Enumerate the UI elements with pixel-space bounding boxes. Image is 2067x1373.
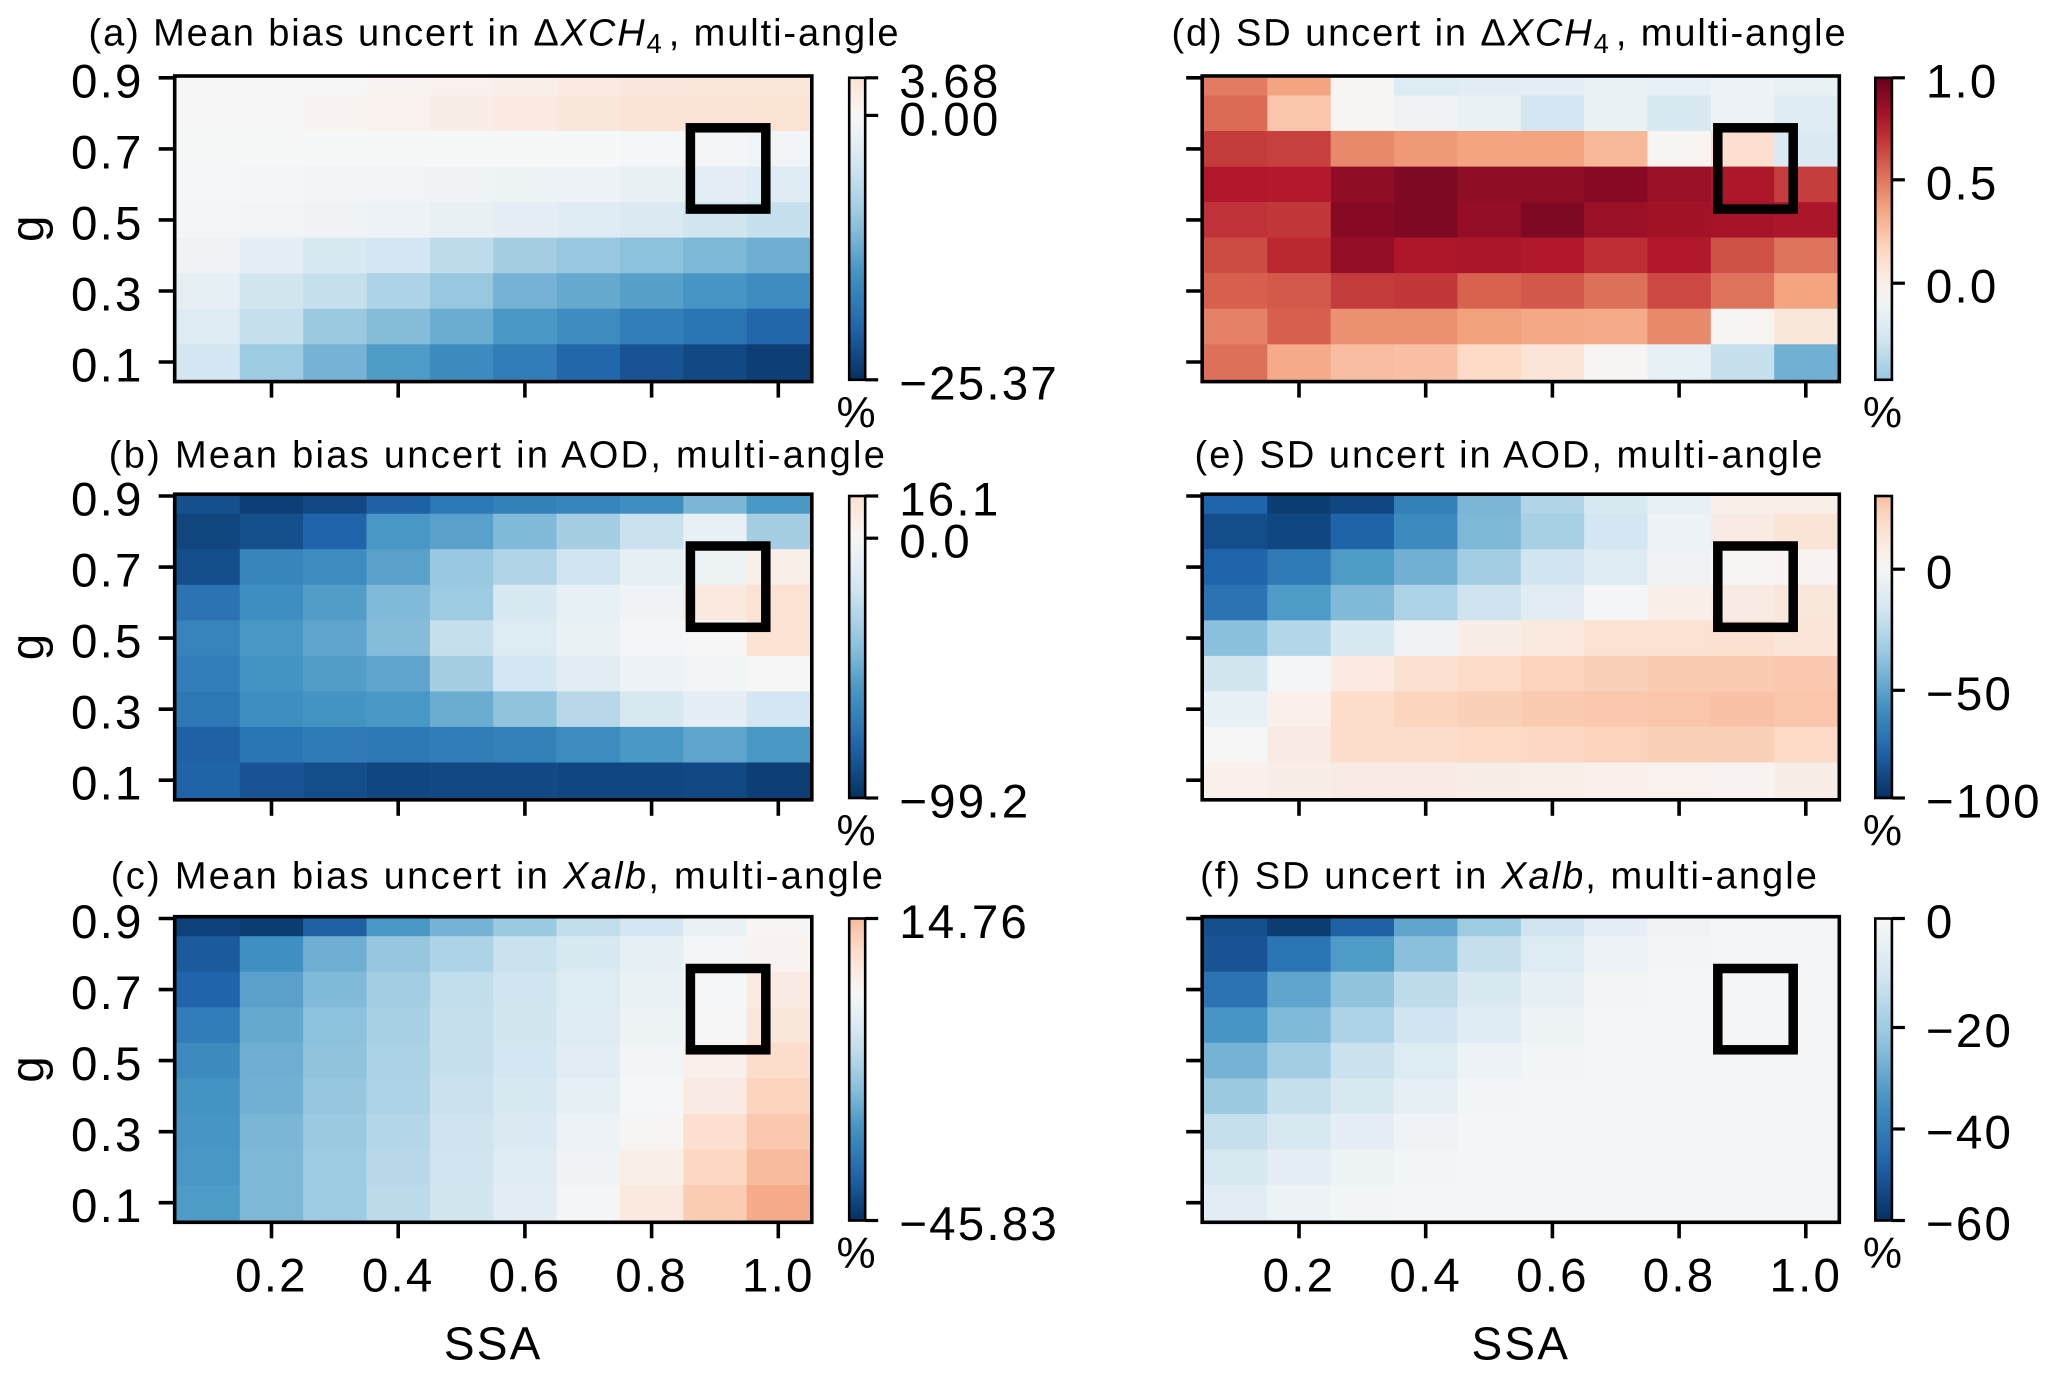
svg-text:−20: −20 (1926, 1005, 2013, 1058)
svg-text:0.7: 0.7 (71, 126, 144, 179)
svg-text:g: g (1, 1056, 54, 1082)
svg-text:0: 0 (1926, 896, 1955, 949)
svg-text:0.00: 0.00 (899, 94, 1000, 147)
svg-text:0.0: 0.0 (1926, 261, 1999, 314)
svg-text:0.9: 0.9 (71, 474, 144, 527)
svg-text:0.3: 0.3 (71, 1109, 144, 1162)
svg-text:0: 0 (1926, 547, 1955, 600)
svg-text:0.6: 0.6 (1516, 1250, 1589, 1303)
svg-text:−50: −50 (1926, 668, 2013, 721)
svg-text:1.0: 1.0 (1769, 1250, 1842, 1303)
svg-text:0.3: 0.3 (71, 687, 144, 740)
svg-text:0.1: 0.1 (71, 1180, 144, 1233)
svg-text:0.8: 0.8 (615, 1250, 688, 1303)
svg-text:0.5: 0.5 (71, 1038, 144, 1091)
svg-text:%: % (837, 388, 878, 437)
svg-text:(d) SD uncert in ΔXCH4 , multi: (d) SD uncert in ΔXCH4 , multi-angle (1171, 13, 1847, 60)
svg-text:−45.83: −45.83 (899, 1198, 1059, 1251)
svg-text:0.5: 0.5 (1926, 157, 1999, 210)
svg-text:0.9: 0.9 (71, 896, 144, 949)
svg-text:−99.2: −99.2 (899, 776, 1030, 829)
svg-text:0.1: 0.1 (71, 758, 144, 811)
svg-text:14.76: 14.76 (899, 896, 1029, 949)
svg-text:%: % (837, 1229, 878, 1278)
svg-text:(a) Mean bias uncert in ΔXCH4: (a) Mean bias uncert in ΔXCH4 , multi-an… (89, 13, 901, 60)
svg-text:0.2: 0.2 (1263, 1250, 1336, 1303)
svg-text:0.4: 0.4 (362, 1250, 435, 1303)
svg-text:16.1: 16.1 (899, 474, 1000, 527)
svg-text:1.0: 1.0 (1926, 55, 1999, 108)
svg-text:(e) SD uncert in AOD, multi-an: (e) SD uncert in AOD, multi-angle (1195, 435, 1825, 477)
svg-text:0.5: 0.5 (71, 616, 144, 669)
svg-text:%: % (837, 806, 878, 855)
svg-text:0.1: 0.1 (71, 340, 144, 393)
svg-text:0.3: 0.3 (71, 269, 144, 322)
svg-text:(f) SD uncert in Xalb, multi-a: (f) SD uncert in Xalb, multi-angle (1200, 856, 1819, 898)
svg-text:%: % (1863, 388, 1904, 437)
svg-text:0.7: 0.7 (71, 545, 144, 598)
svg-text:0.5: 0.5 (71, 197, 144, 250)
svg-text:0.4: 0.4 (1389, 1250, 1462, 1303)
svg-text:−40: −40 (1926, 1107, 2013, 1160)
svg-text:0.9: 0.9 (71, 55, 144, 108)
svg-text:−60: −60 (1926, 1198, 2013, 1251)
svg-text:(c) Mean bias uncert in Xalb,: (c) Mean bias uncert in Xalb, multi-angl… (111, 856, 885, 898)
svg-text:−25.37: −25.37 (899, 357, 1059, 410)
svg-text:1.0: 1.0 (742, 1250, 815, 1303)
svg-text:0.8: 0.8 (1643, 1250, 1716, 1303)
svg-text:SSA: SSA (444, 1318, 543, 1370)
svg-text:0.7: 0.7 (71, 967, 144, 1020)
svg-text:g: g (1, 634, 54, 660)
svg-text:(b) Mean bias uncert in AOD, m: (b) Mean bias uncert in AOD, multi-angle (109, 435, 887, 477)
svg-text:SSA: SSA (1471, 1318, 1570, 1370)
svg-text:%: % (1863, 1229, 1904, 1278)
svg-text:0.6: 0.6 (489, 1250, 562, 1303)
svg-text:−100: −100 (1926, 776, 2042, 829)
svg-text:%: % (1863, 806, 1904, 855)
svg-text:0.0: 0.0 (899, 516, 972, 569)
svg-text:g: g (1, 216, 54, 242)
svg-text:3.68: 3.68 (899, 55, 1000, 108)
svg-text:0.2: 0.2 (235, 1250, 308, 1303)
